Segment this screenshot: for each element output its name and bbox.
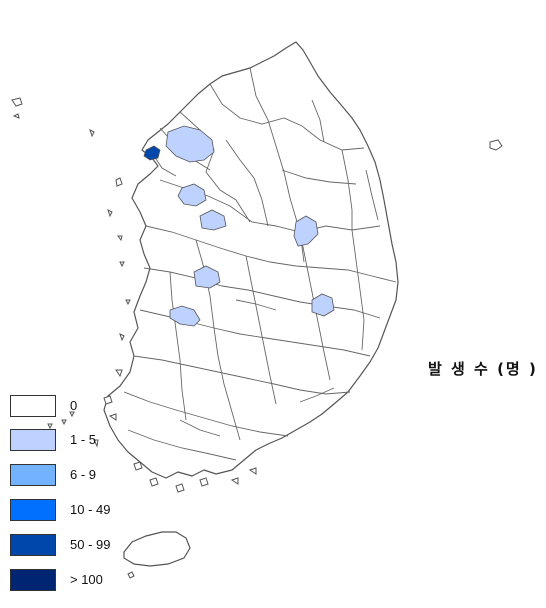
- legend-swatch: [10, 429, 56, 451]
- legend-label: > 100: [70, 572, 103, 587]
- region-sejong-area: [193, 265, 221, 289]
- highlighted-regions: [143, 125, 335, 327]
- jeju-islet: [127, 571, 135, 579]
- legend-swatch: [10, 499, 56, 521]
- region-seoul-northwest: [165, 125, 215, 163]
- legend-label: 50 - 99: [70, 537, 111, 552]
- legend-swatch: [10, 569, 56, 591]
- legend-swatch: [10, 395, 56, 417]
- legend-swatch: [10, 464, 56, 486]
- legend-title: 발 생 수 (명 ): [428, 360, 538, 378]
- region-nonsan-area: [169, 305, 201, 327]
- region-chungju-area: [293, 215, 319, 247]
- region-incheon: [143, 145, 161, 161]
- legend-label: 1 - 5: [70, 432, 97, 447]
- region-cheonan-area: [199, 209, 227, 231]
- legend-label: 6 - 9: [70, 467, 97, 482]
- jeju-island: [123, 531, 191, 567]
- region-gumi-area: [311, 293, 335, 317]
- region-pyeongtaek-area: [177, 183, 207, 207]
- legend: 발 생 수 (명 ): [420, 358, 546, 389]
- legend-swatch: [10, 534, 56, 556]
- legend-label: 10 - 49: [70, 502, 111, 517]
- legend-label: 0: [70, 398, 78, 413]
- mainland-outline: [103, 41, 399, 479]
